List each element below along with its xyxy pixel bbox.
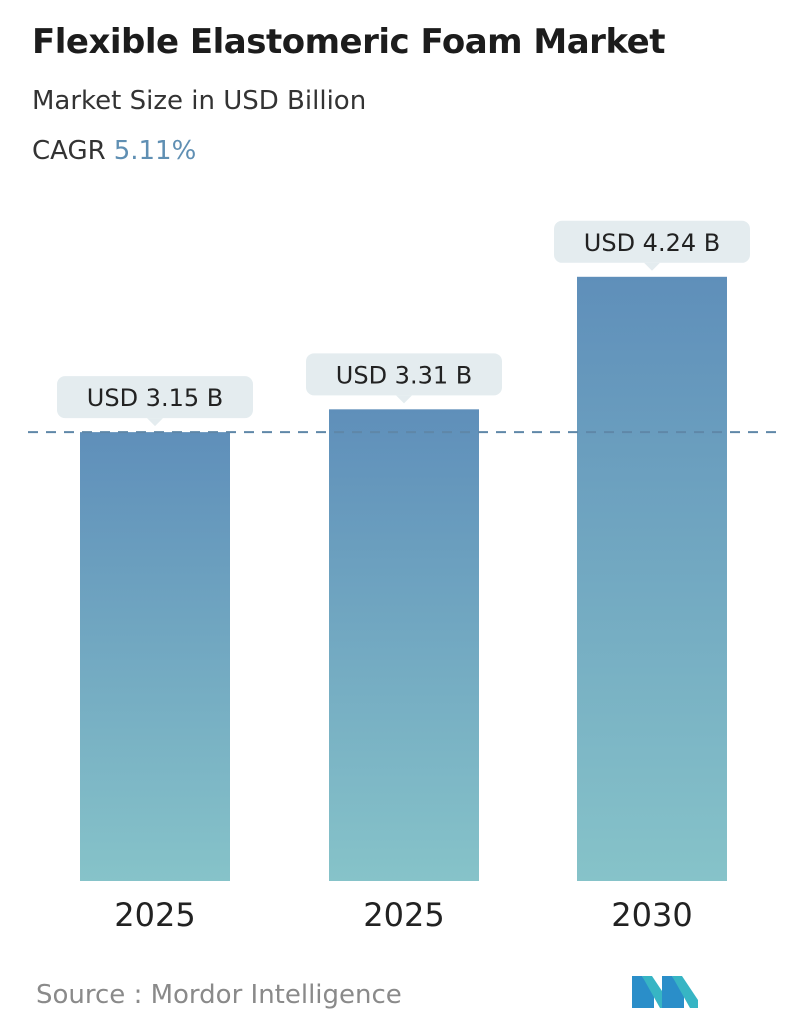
data-label-box-2: [554, 220, 750, 263]
bar-1: [329, 409, 479, 881]
x-tick-label-1: 2025: [363, 896, 444, 934]
data-label-box-0: [57, 376, 253, 419]
cagr-line: CAGR 5.11%: [32, 136, 196, 166]
data-label-pointer-2: [644, 262, 660, 271]
source-text: Source : Mordor Intelligence: [36, 980, 402, 1010]
data-label-pointer-1: [396, 395, 412, 404]
cagr-value: 5.11%: [113, 136, 197, 166]
chart-subtitle: Market Size in USD Billion: [32, 86, 367, 116]
data-label-1: USD 3.31 B: [336, 361, 472, 389]
cagr-label: CAGR: [32, 136, 106, 166]
data-label-pointer-0: [147, 418, 163, 427]
data-label-box-1: [306, 353, 502, 396]
bar-0: [80, 432, 230, 881]
x-tick-label-2: 2030: [611, 896, 692, 934]
data-label-0: USD 3.15 B: [87, 384, 223, 412]
x-tick-label-0: 2025: [114, 896, 195, 934]
data-label-2: USD 4.24 B: [584, 229, 720, 257]
bar-2: [577, 276, 727, 881]
mordor-intelligence-logo-icon: [632, 972, 702, 1012]
chart-title: Flexible Elastomeric Foam Market: [32, 22, 665, 62]
